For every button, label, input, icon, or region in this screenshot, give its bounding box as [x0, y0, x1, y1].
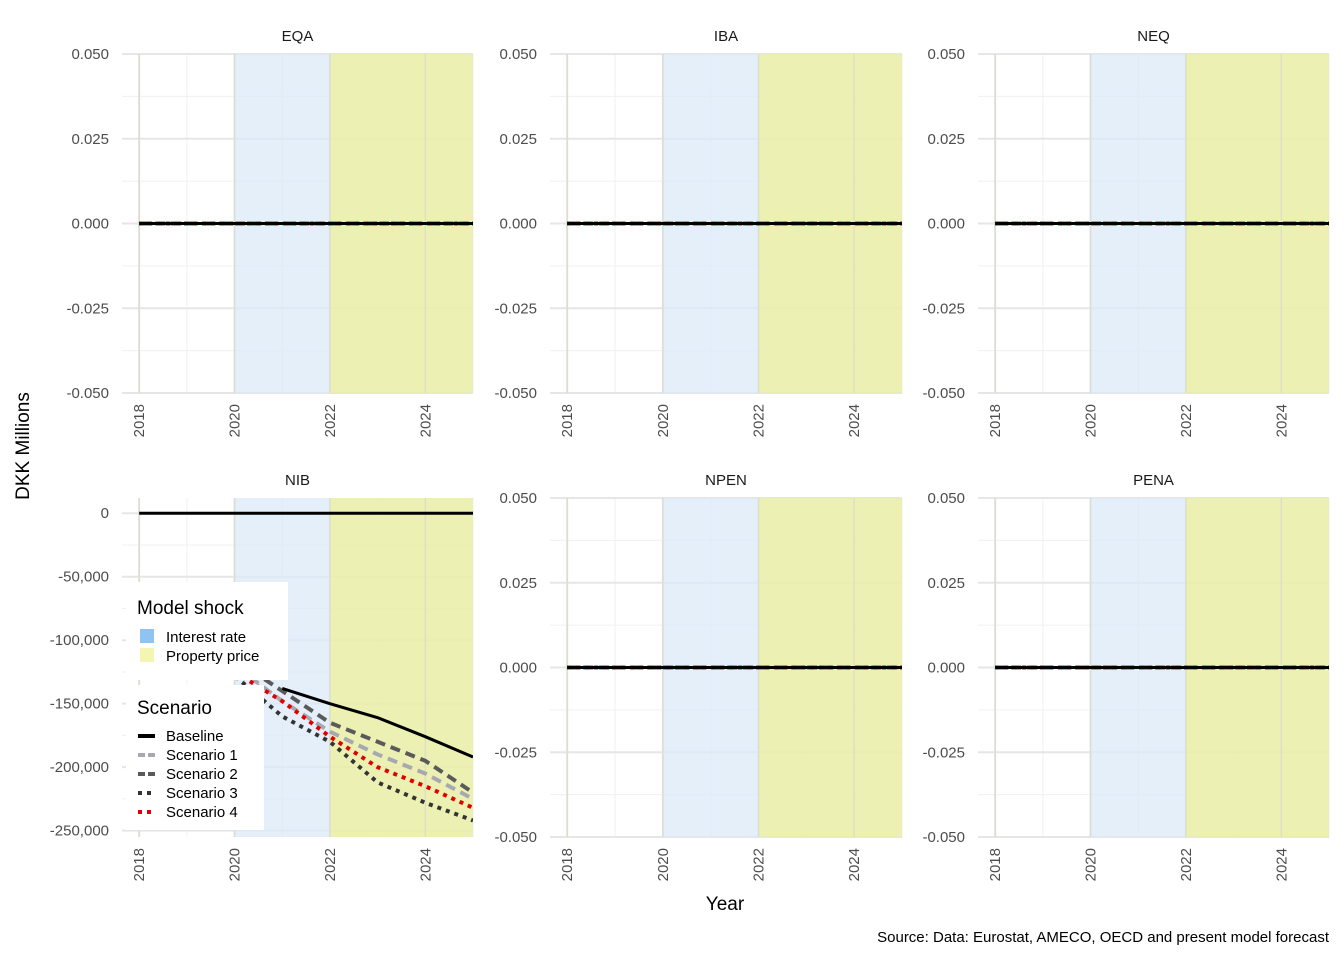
x-tick-label: 2018 [131, 848, 148, 881]
x-tick-label: 2020 [1083, 404, 1100, 437]
y-tick-label: -0.050 [494, 829, 537, 846]
y-tick-label: 0.050 [499, 490, 537, 507]
panel-title: PENA [1133, 472, 1174, 489]
legend-swatch [140, 648, 154, 662]
y-tick-label: -50,000 [58, 569, 109, 586]
y-tick-label: -0.025 [494, 744, 537, 761]
y-tick-label: 0.050 [71, 46, 109, 63]
panels: EQA 0.050 0.025 0.000 -0.025 -0.050 2018 2020 20… [50, 28, 1330, 881]
legend-shock-label: Property price [166, 648, 259, 665]
x-tick-label: 2022 [1178, 404, 1195, 437]
y-tick-label: -200,000 [50, 759, 109, 776]
y-tick-label: -0.025 [494, 300, 537, 317]
panel-title: NPEN [705, 472, 747, 489]
panel-title: NIB [285, 472, 310, 489]
x-tick-label: 2020 [227, 848, 244, 881]
y-tick-label: -250,000 [50, 823, 109, 840]
x-tick-label: 2020 [227, 404, 244, 437]
series-line-scenario-1 [138, 613, 473, 801]
x-tick-label: 2022 [322, 848, 339, 881]
series-line-scenario-2 [138, 606, 473, 795]
y-tick-label: 0.050 [927, 46, 965, 63]
x-tick-label: 2022 [322, 404, 339, 437]
y-axis-title: DKK Millions [13, 392, 34, 500]
y-tick-label: -100,000 [50, 632, 109, 649]
y-tick-label: 0.050 [499, 46, 537, 63]
x-tick-label: 2018 [559, 848, 576, 881]
legend-swatch [140, 629, 154, 643]
x-tick-label: 2020 [655, 848, 672, 881]
legend-scenario-label: Scenario 2 [166, 766, 238, 783]
x-tick-label: 2024 [846, 848, 863, 881]
legend-shock-label: Interest rate [166, 629, 246, 646]
x-tick-label: 2018 [131, 404, 148, 437]
y-tick-label: -150,000 [50, 696, 109, 713]
caption: Source: Data: Eurostat, AMECO, OECD and … [877, 929, 1330, 946]
y-tick-label: 0.000 [499, 660, 537, 677]
y-tick-label: -0.050 [66, 385, 109, 402]
y-tick-label: -0.050 [922, 385, 965, 402]
x-tick-label: 2018 [987, 404, 1004, 437]
y-tick-label: 0.025 [499, 575, 537, 592]
y-tick-label: 0.000 [927, 216, 965, 233]
series-line-baseline-lower [281, 687, 473, 759]
property-price-band [329, 498, 473, 837]
x-tick-label: 2020 [1083, 848, 1100, 881]
legend-scenario-label: Baseline [166, 728, 224, 745]
y-tick-label: 0.025 [499, 131, 537, 148]
legend: Model shock Interest rate Property price Sc… [126, 582, 288, 830]
x-tick-label: 2024 [417, 848, 434, 881]
y-tick-label: 0 [101, 505, 109, 522]
y-tick-label: 0.000 [927, 660, 965, 677]
y-tick-label: 0.025 [71, 131, 109, 148]
x-tick-label: 2024 [1273, 848, 1290, 881]
x-tick-label: 2024 [1273, 404, 1290, 437]
y-tick-label: 0.025 [927, 575, 965, 592]
panel-title: EQA [282, 28, 314, 45]
x-tick-label: 2024 [846, 404, 863, 437]
y-tick-label: 0.000 [499, 216, 537, 233]
panel-title: NEQ [1137, 28, 1170, 45]
y-tick-label: -0.050 [922, 829, 965, 846]
x-tick-label: 2018 [987, 848, 1004, 881]
y-tick-label: 0.050 [927, 490, 965, 507]
x-tick-label: 2020 [655, 404, 672, 437]
x-axis-title: Year [706, 894, 745, 915]
x-tick-label: 2022 [751, 404, 768, 437]
panel-iba: IBA 0.050 0.025 0.000 -0.025 -0.050 2018 2020 20… [494, 28, 903, 437]
x-tick-label: 2024 [417, 404, 434, 437]
legend-scenario-label: Scenario 1 [166, 747, 238, 764]
legend-shock-title: Model shock [137, 598, 244, 619]
y-tick-label: -0.025 [922, 300, 965, 317]
y-tick-label: -0.050 [494, 385, 537, 402]
panel-eqa: EQA 0.050 0.025 0.000 -0.025 -0.050 2018 2020 20… [66, 28, 474, 437]
panel-pena: PENA 0.050 0.025 0.000 -0.025 -0.050 2018 2020 2… [922, 472, 1330, 881]
panel-npen: NPEN 0.050 0.025 0.000 -0.025 -0.050 2018 2020 2… [494, 472, 903, 881]
legend-scenario-box [126, 685, 264, 830]
panel-title: IBA [714, 28, 738, 45]
y-tick-label: -0.025 [922, 744, 965, 761]
legend-scenario-label: Scenario 4 [166, 804, 238, 821]
legend-scenario-title: Scenario [137, 698, 212, 719]
legend-scenario-label: Scenario 3 [166, 785, 238, 802]
y-tick-label: 0.025 [927, 131, 965, 148]
x-tick-label: 2022 [751, 848, 768, 881]
x-tick-label: 2018 [559, 404, 576, 437]
y-tick-label: 0.000 [71, 216, 109, 233]
panel-neq: NEQ 0.050 0.025 0.000 -0.025 -0.050 2018 2020 20… [922, 28, 1330, 437]
x-tick-label: 2022 [1178, 848, 1195, 881]
y-tick-label: -0.025 [66, 300, 109, 317]
